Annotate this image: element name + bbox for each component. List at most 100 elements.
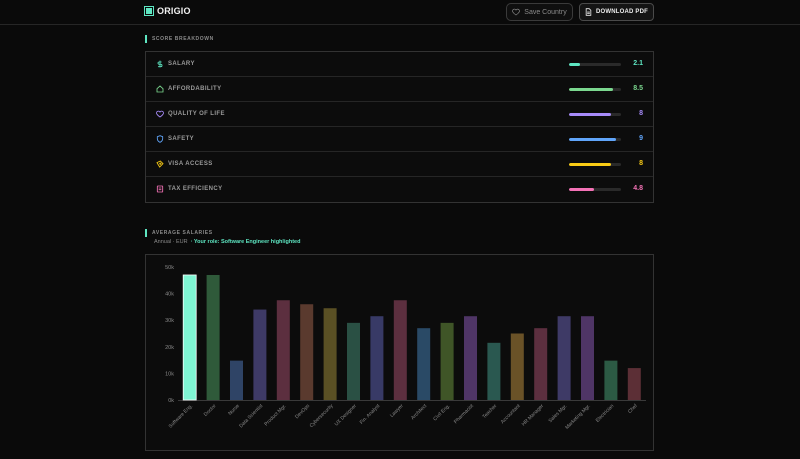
y-tick-label: 20k (165, 345, 174, 351)
score-row-salary: SALARY 2.1 (146, 52, 653, 77)
score-label: SALARY (168, 61, 195, 67)
score-value: 9 (639, 135, 643, 142)
x-tick-label: DevOps (294, 403, 311, 420)
top-bar: ORIGIO Save Country DOWNLOAD PDF (0, 0, 800, 25)
score-breakdown-title: SCORE BREAKDOWN (152, 36, 214, 42)
score-value: 2.1 (633, 60, 643, 67)
x-tick-label: Doctor (203, 403, 218, 418)
y-tick-label: 40k (165, 292, 174, 298)
x-tick-label: Electrician (595, 403, 616, 424)
score-value: 8.5 (633, 85, 643, 92)
x-tick-label: Pharmacist (453, 403, 475, 425)
brand-logo[interactable]: ORIGIO (144, 6, 191, 16)
x-tick-label: Chef (627, 403, 639, 415)
salaries-unit: Annual · EUR (154, 239, 188, 245)
bar-pharmacist[interactable] (464, 316, 477, 400)
y-tick-label: 0k (168, 398, 174, 404)
x-tick-label: Cybersecurity (309, 403, 335, 429)
score-value: 4.8 (633, 185, 643, 192)
x-tick-label: HR Manager (521, 403, 546, 428)
bar-hr-manager[interactable] (534, 328, 548, 400)
score-bar-track (569, 188, 621, 191)
x-tick-label: UX Designer (334, 403, 359, 428)
score-value: 8 (639, 110, 643, 117)
x-tick-label: Teacher (481, 403, 498, 420)
role-highlight-note: · Your role: Software Engineer highlight… (190, 239, 301, 245)
x-tick-label: Product Mgr. (263, 403, 287, 427)
score-bar-track (569, 63, 621, 66)
score-bar-track (569, 113, 621, 116)
bar-teacher[interactable] (487, 342, 501, 400)
score-bar-fill (569, 63, 580, 66)
logo-icon (144, 6, 154, 16)
download-pdf-button[interactable]: DOWNLOAD PDF (579, 3, 654, 21)
section-accent (145, 229, 147, 237)
bar-electrician[interactable] (604, 360, 618, 400)
save-country-button[interactable]: Save Country (506, 3, 573, 21)
score-row-safety: SAFETY 9 (146, 127, 653, 152)
x-tick-label: Fin. Analyst (359, 403, 382, 426)
y-tick-label: 10k (165, 371, 174, 377)
y-tick-label: 30k (165, 318, 174, 324)
bar-lawyer[interactable] (393, 300, 407, 400)
document-icon (585, 8, 592, 16)
home-icon (156, 85, 164, 93)
heart-icon (156, 110, 164, 118)
score-bar-fill (569, 163, 611, 166)
x-tick-label: Lawyer (389, 403, 405, 419)
score-row-quality-of-life: QUALITY OF LIFE 8 (146, 102, 653, 127)
x-tick-label: Architect (410, 403, 428, 421)
score-value: 8 (639, 160, 643, 167)
shield-icon (156, 135, 164, 143)
score-bar-fill (569, 88, 614, 91)
y-tick-label: 50k (165, 265, 174, 271)
score-row-affordability: AFFORDABILITY 8.5 (146, 77, 653, 102)
bar-nurse[interactable] (230, 360, 243, 400)
bar-civil-eng-[interactable] (440, 322, 454, 400)
score-label: TAX EFFICIENCY (168, 186, 223, 192)
score-bar-track (569, 163, 621, 166)
dollar-icon (156, 60, 164, 68)
bar-doctor[interactable] (206, 274, 220, 400)
average-salaries-heading: AVERAGE SALARIES (145, 229, 213, 237)
score-bar-track (569, 88, 621, 91)
score-bar-fill (569, 188, 594, 191)
score-breakdown-heading: SCORE BREAKDOWN (145, 35, 214, 43)
download-pdf-label: DOWNLOAD PDF (595, 9, 649, 15)
x-tick-label: Software Eng. (168, 403, 194, 429)
score-bar-fill (569, 113, 611, 116)
bar-marketing-mgr-[interactable] (581, 316, 594, 400)
salary-bar-chart: 0k 10k 20k 30k 40k 50k Software Eng. Doctor Nurs… (165, 265, 646, 431)
bar-data-scientist[interactable] (253, 309, 267, 400)
x-tick-label: Civil Eng. (432, 403, 451, 422)
score-bar-fill (569, 138, 616, 141)
bar-chef[interactable] (627, 368, 641, 400)
score-breakdown-card: SALARY 2.1 AFFORDABILITY 8.5 QUALITY OF … (145, 51, 654, 203)
salaries-subtitle: Annual · EUR · Your role: Software Engin… (154, 239, 300, 245)
average-salaries-title: AVERAGE SALARIES (152, 230, 213, 236)
brand-name: ORIGIO (157, 6, 191, 16)
x-tick-label: Nurse (227, 403, 241, 417)
receipt-icon (156, 185, 164, 193)
score-row-visa-access: VISA ACCESS 8 (146, 152, 653, 177)
passport-icon (156, 160, 164, 168)
bar-devops[interactable] (300, 304, 314, 400)
x-tick-label: Data Scientist (238, 403, 264, 429)
bar-fin-analyst[interactable] (370, 316, 384, 400)
save-country-label: Save Country (524, 8, 567, 16)
bar-product-mgr-[interactable] (276, 300, 290, 400)
bar-ux-designer[interactable] (347, 322, 360, 400)
score-bar-track (569, 138, 621, 141)
bar-sales-mgr-[interactable] (557, 316, 571, 400)
bar-architect[interactable] (417, 328, 431, 400)
bar-accountant[interactable] (510, 333, 524, 401)
salary-chart-card: 0k 10k 20k 30k 40k 50k Software Eng. Doctor Nurs… (145, 254, 654, 451)
section-accent (145, 35, 147, 43)
score-label: VISA ACCESS (168, 161, 213, 167)
bar-software-eng-[interactable] (182, 274, 197, 401)
score-row-tax-efficiency: TAX EFFICIENCY 4.8 (146, 177, 653, 202)
bar-cybersecurity[interactable] (323, 308, 337, 400)
score-label: SAFETY (168, 136, 195, 142)
heart-icon (512, 8, 521, 16)
x-tick-label: Accountant (500, 403, 522, 425)
